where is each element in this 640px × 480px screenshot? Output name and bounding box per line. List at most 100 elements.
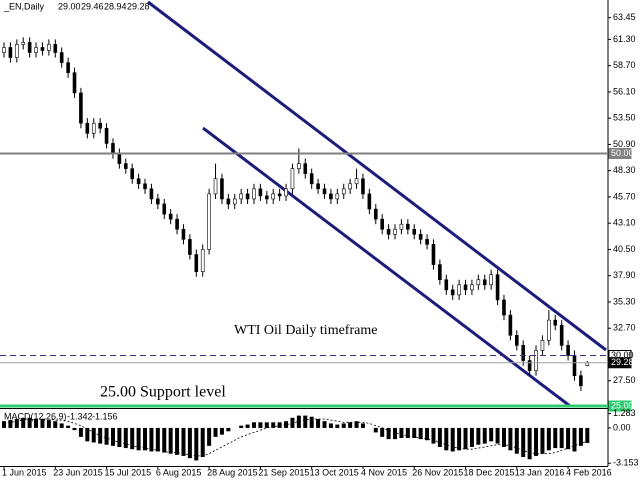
macd-bar — [514, 427, 519, 454]
candle-body — [258, 188, 263, 197]
candle-body — [149, 188, 154, 200]
candle-body — [53, 44, 58, 53]
level-label: 50.00 — [611, 148, 634, 158]
header-low: 28.94 — [104, 1, 127, 11]
candle-body — [380, 218, 384, 230]
candle-body — [168, 213, 173, 220]
macd-bar — [245, 424, 250, 428]
macd-bar — [437, 427, 442, 447]
candle-body — [72, 72, 77, 94]
candle-body — [418, 233, 423, 240]
macd-bar — [53, 421, 58, 428]
candle-body — [175, 218, 179, 230]
candle-body — [47, 44, 51, 51]
candle-body — [514, 334, 519, 346]
macd-tick-label: -3.153 — [613, 458, 639, 468]
macd-last: -1.342 — [67, 411, 93, 421]
candle-body — [104, 127, 109, 144]
macd-bar — [290, 417, 295, 428]
macd-bar — [155, 427, 160, 452]
macd-bar — [534, 427, 539, 456]
macd-bar — [181, 427, 186, 456]
candle-body — [457, 284, 461, 296]
macd-bar — [521, 427, 526, 458]
macd-bar — [296, 415, 301, 428]
candle-body — [373, 208, 378, 220]
candle-body — [489, 274, 493, 286]
macd-bar — [476, 427, 481, 445]
level-label: 29.28 — [611, 357, 634, 367]
signal-line — [3, 418, 588, 457]
candle-body — [27, 42, 32, 53]
candle-body — [393, 228, 397, 235]
candle-body — [354, 178, 359, 185]
macd-bar — [303, 415, 308, 428]
macd-bar — [431, 427, 436, 444]
candle-body — [463, 284, 468, 291]
macd-bar — [168, 427, 173, 454]
macd-bar — [21, 417, 26, 428]
macd-bar — [380, 427, 385, 437]
x-tick-label: 4 Feb 2016 — [566, 467, 612, 477]
macd-bar — [309, 416, 314, 428]
candle-body — [277, 193, 282, 197]
macd-bar — [348, 422, 353, 428]
candle-body — [162, 203, 167, 215]
macd-bar — [540, 427, 545, 454]
x-tick-label: 13 Jan 2016 — [515, 467, 565, 477]
x-tick-label: 13 Oct 2015 — [310, 467, 359, 477]
macd-bar — [559, 427, 564, 449]
macd-bar — [130, 427, 135, 450]
macd-bar — [405, 427, 410, 438]
candle-body — [40, 47, 45, 51]
macd-bar — [527, 427, 532, 460]
macd-tick-label: 0.00 — [613, 422, 631, 432]
candle-body — [444, 279, 449, 291]
macd-bar — [489, 427, 494, 442]
macd-bar — [149, 427, 154, 452]
candle-body — [34, 47, 38, 53]
candle-body — [59, 52, 64, 63]
macd-bar — [284, 421, 289, 428]
candle-body — [21, 42, 26, 45]
y-tick-label: 40.50 — [613, 244, 636, 254]
macd-bar — [14, 418, 19, 428]
candle-body — [322, 188, 327, 195]
macd-bar — [386, 427, 391, 440]
level-label-box — [608, 400, 632, 412]
y-tick-label: 58.70 — [613, 60, 636, 70]
candle-body — [341, 188, 346, 195]
macd-bar — [450, 427, 455, 452]
macd-bar — [8, 420, 13, 428]
macd-bar — [277, 422, 282, 428]
candle-body — [226, 198, 231, 205]
candle-body — [412, 228, 417, 235]
macd-bar — [328, 423, 333, 428]
macd-bar — [271, 422, 276, 428]
candle-body — [431, 244, 436, 265]
macd-bar — [412, 427, 417, 438]
macd-bar — [226, 427, 231, 432]
macd-bar — [258, 422, 263, 428]
candle-body — [143, 183, 147, 190]
candle-body — [245, 193, 250, 200]
x-tick-label: 4 Nov 2015 — [361, 467, 407, 477]
channel-upper — [147, 0, 607, 352]
candle-body — [188, 239, 192, 255]
x-tick-label: 18 Dec 2015 — [464, 467, 515, 477]
y-tick-label: 50.90 — [613, 139, 636, 149]
macd-bar — [104, 427, 109, 445]
macd-bar — [316, 418, 321, 428]
macd-bar — [136, 427, 141, 451]
macd-bar — [501, 427, 506, 447]
annotation: 25.00 Support level — [100, 384, 226, 401]
macd-bar — [418, 427, 423, 440]
candle-body — [194, 254, 199, 272]
candle-body — [406, 223, 410, 230]
macd-bar — [175, 427, 180, 455]
candle-body — [335, 193, 340, 200]
candle-body — [8, 47, 13, 58]
y-tick-label: 37.90 — [613, 270, 636, 280]
y-tick-label: 53.50 — [613, 113, 636, 123]
macd-bar — [322, 421, 327, 428]
